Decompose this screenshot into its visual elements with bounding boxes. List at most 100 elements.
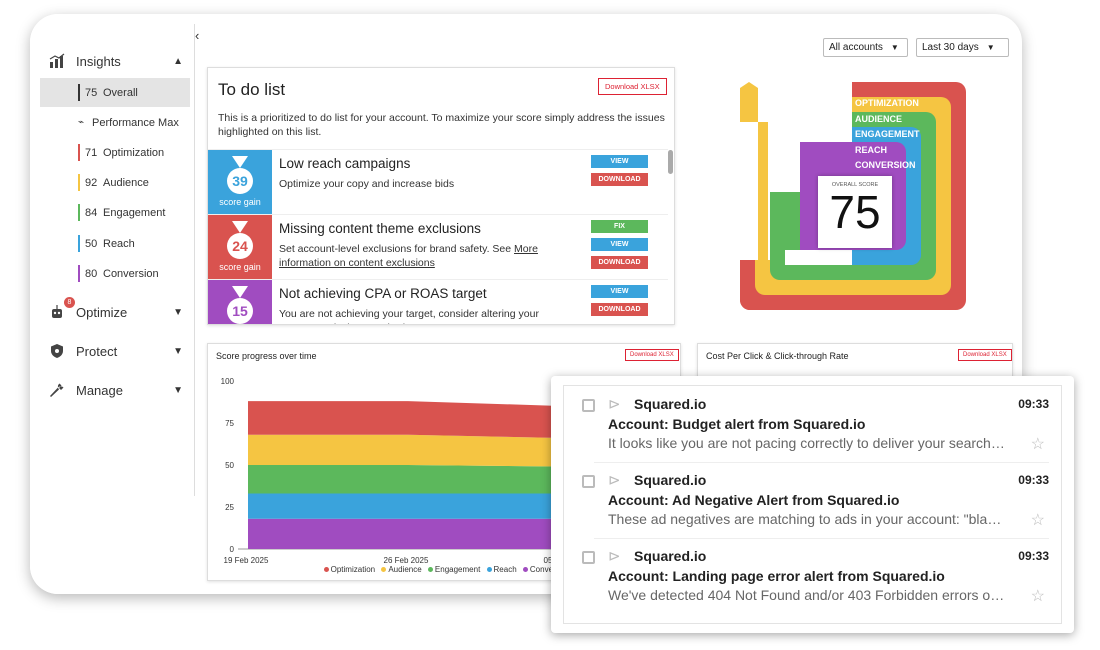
fix-button[interactable]: FIX (591, 220, 648, 233)
email-divider (594, 538, 1049, 539)
todo-card: To do list Download XLSX This is a prior… (207, 67, 675, 325)
sidebar-item-score: 84 (85, 206, 98, 219)
importance-marker-icon[interactable]: ⊳ (608, 396, 621, 413)
chevron-down-icon[interactable]: ▼ (173, 306, 183, 318)
sidebar-item-audience[interactable]: 92 Audience (40, 168, 190, 197)
view-button[interactable]: VIEW (591, 155, 648, 168)
spiral-start-yellow (740, 82, 758, 122)
notification-badge: 8 (64, 297, 75, 308)
todo-title: To do list (218, 80, 286, 99)
todo-item-description: You are not achieving your target, consi… (279, 308, 539, 324)
download-button[interactable]: DOWNLOAD (591, 173, 648, 186)
email-checkbox[interactable] (582, 399, 595, 412)
nav-group-label: Protect (76, 343, 118, 359)
todo-item-description: Set account-level exclusions for brand s… (279, 242, 539, 270)
spiral-green-fill (785, 202, 800, 250)
importance-marker-icon[interactable]: ⊳ (608, 472, 621, 489)
email-row[interactable]: ⊳ Squared.io 09:33 Account: Landing page… (564, 538, 1063, 614)
sidebar-item-label: Reach (103, 237, 135, 250)
star-icon[interactable]: ☆ (1030, 436, 1045, 453)
ribbon-icon (232, 156, 248, 168)
sidebar-item-performance-max[interactable]: ⌁ Performance Max (40, 108, 190, 137)
ribbon-icon (232, 286, 248, 298)
accounts-dropdown[interactable]: All accounts ▼ (823, 38, 908, 57)
score-gain-value: 39 (227, 168, 253, 194)
sidebar-item-label: Overall (103, 86, 138, 99)
sidebar-item-label: Optimization (103, 146, 165, 159)
date-range-value: Last 30 days (922, 42, 979, 53)
nav-group-manage[interactable]: Manage ▼ (48, 381, 183, 399)
nav-group-label: Insights (76, 53, 121, 69)
ring-label-optimization: OPTIMIZATION (855, 98, 919, 108)
score-gain-label: score gain (219, 197, 261, 207)
email-time: 09:33 (1018, 397, 1049, 411)
todo-item: 15 Not achieving CPA or ROAS target You … (208, 279, 668, 324)
overall-score-value: 75 (829, 186, 881, 238)
legend-dot-optimization (323, 567, 329, 572)
download-xlsx-button[interactable]: Download XLSX (598, 78, 667, 95)
todo-scrollbar[interactable] (668, 150, 673, 174)
email-snippet: These ad negatives are matching to ads i… (608, 511, 1008, 527)
sidebar-item-conversion[interactable]: 80 Conversion (40, 259, 190, 288)
importance-marker-icon[interactable]: ⊳ (608, 548, 621, 565)
y-tick-label: 50 (225, 461, 234, 470)
email-row[interactable]: ⊳ Squared.io 09:33 Account: Ad Negative … (564, 462, 1063, 538)
y-tick-label: 100 (221, 377, 235, 386)
sidebar-item-reach[interactable]: 50 Reach (40, 229, 190, 258)
star-icon[interactable]: ☆ (1030, 512, 1045, 529)
email-checkbox[interactable] (582, 551, 595, 564)
score-color-bar (78, 174, 80, 191)
legend-label: Audience (388, 565, 422, 574)
ring-label-conversion: CONVERSION (855, 160, 916, 170)
download-button[interactable]: DOWNLOAD (591, 256, 648, 269)
sidebar-item-overall[interactable]: 75 Overall (40, 78, 190, 107)
view-button[interactable]: VIEW (591, 238, 648, 251)
wrench-icon (48, 381, 66, 399)
star-icon[interactable]: ☆ (1030, 588, 1045, 605)
score-gain-medal: 15 (208, 280, 272, 324)
chart-download-button[interactable]: Download XLSX (625, 349, 679, 361)
cpc-download-button[interactable]: Download XLSX (958, 349, 1012, 361)
email-sender: Squared.io (634, 548, 707, 564)
chevron-down-icon[interactable]: ▼ (173, 345, 183, 357)
nav-group-insights[interactable]: Insights ▲ (48, 52, 183, 70)
sidebar-item-optimization[interactable]: 71 Optimization (40, 138, 190, 167)
email-row[interactable]: ⊳ Squared.io 09:33 Account: Budget alert… (564, 386, 1063, 462)
score-gain-value: 24 (227, 233, 253, 259)
ring-label-engagement: ENGAGEMENT (855, 129, 920, 139)
email-checkbox[interactable] (582, 475, 595, 488)
nav-group-label: Optimize (76, 304, 128, 320)
nav-group-optimize[interactable]: Optimize ▼ (48, 303, 183, 321)
download-button[interactable]: DOWNLOAD (591, 303, 648, 316)
nav-group-protect[interactable]: Protect ▼ (48, 342, 183, 360)
chart-bars-icon (48, 52, 66, 70)
y-tick-label: 25 (225, 503, 234, 512)
date-range-dropdown[interactable]: Last 30 days ▼ (916, 38, 1009, 57)
sidebar-item-score: 80 (85, 267, 98, 280)
sidebar-item-score: 71 (85, 146, 98, 159)
sidebar-item-engagement[interactable]: 84 Engagement (40, 198, 190, 227)
score-color-bar (78, 265, 80, 282)
ribbon-icon (232, 221, 248, 233)
chart-title: Score progress over time (216, 351, 317, 361)
overall-score-graphic: OPTIMIZATION AUDIENCE ENGAGEMENT REACH C… (730, 82, 970, 322)
legend-dot-audience (381, 567, 387, 572)
chart-legend: Optimization Audience Engagement Reach C… (208, 565, 680, 574)
overall-score-box: OVERALL SCORE 75 (818, 176, 892, 248)
sidebar: Insights ▲ 75 Overall ⌁ Performance Max … (30, 14, 195, 594)
robot-icon (48, 303, 66, 321)
trend-icon: ⌁ (78, 117, 85, 128)
email-subject: Account: Budget alert from Squared.io (608, 416, 866, 432)
y-tick-label: 0 (230, 545, 235, 554)
todo-item-description: Optimize your copy and increase bids (279, 178, 455, 190)
chevron-down-icon[interactable]: ▼ (173, 384, 183, 396)
score-gain-medal: 39 score gain (208, 150, 272, 214)
email-time: 09:33 (1018, 473, 1049, 487)
view-button[interactable]: VIEW (591, 285, 648, 298)
collapse-sidebar-icon[interactable]: ‹ (195, 28, 200, 43)
content-exclusions-link[interactable]: More information on content exclusions (279, 243, 538, 269)
legend-dot-reach (486, 567, 492, 572)
email-sender: Squared.io (634, 472, 707, 488)
email-snippet: We've detected 404 Not Found and/or 403 … (608, 587, 1008, 603)
chevron-up-icon[interactable]: ▲ (173, 55, 183, 67)
